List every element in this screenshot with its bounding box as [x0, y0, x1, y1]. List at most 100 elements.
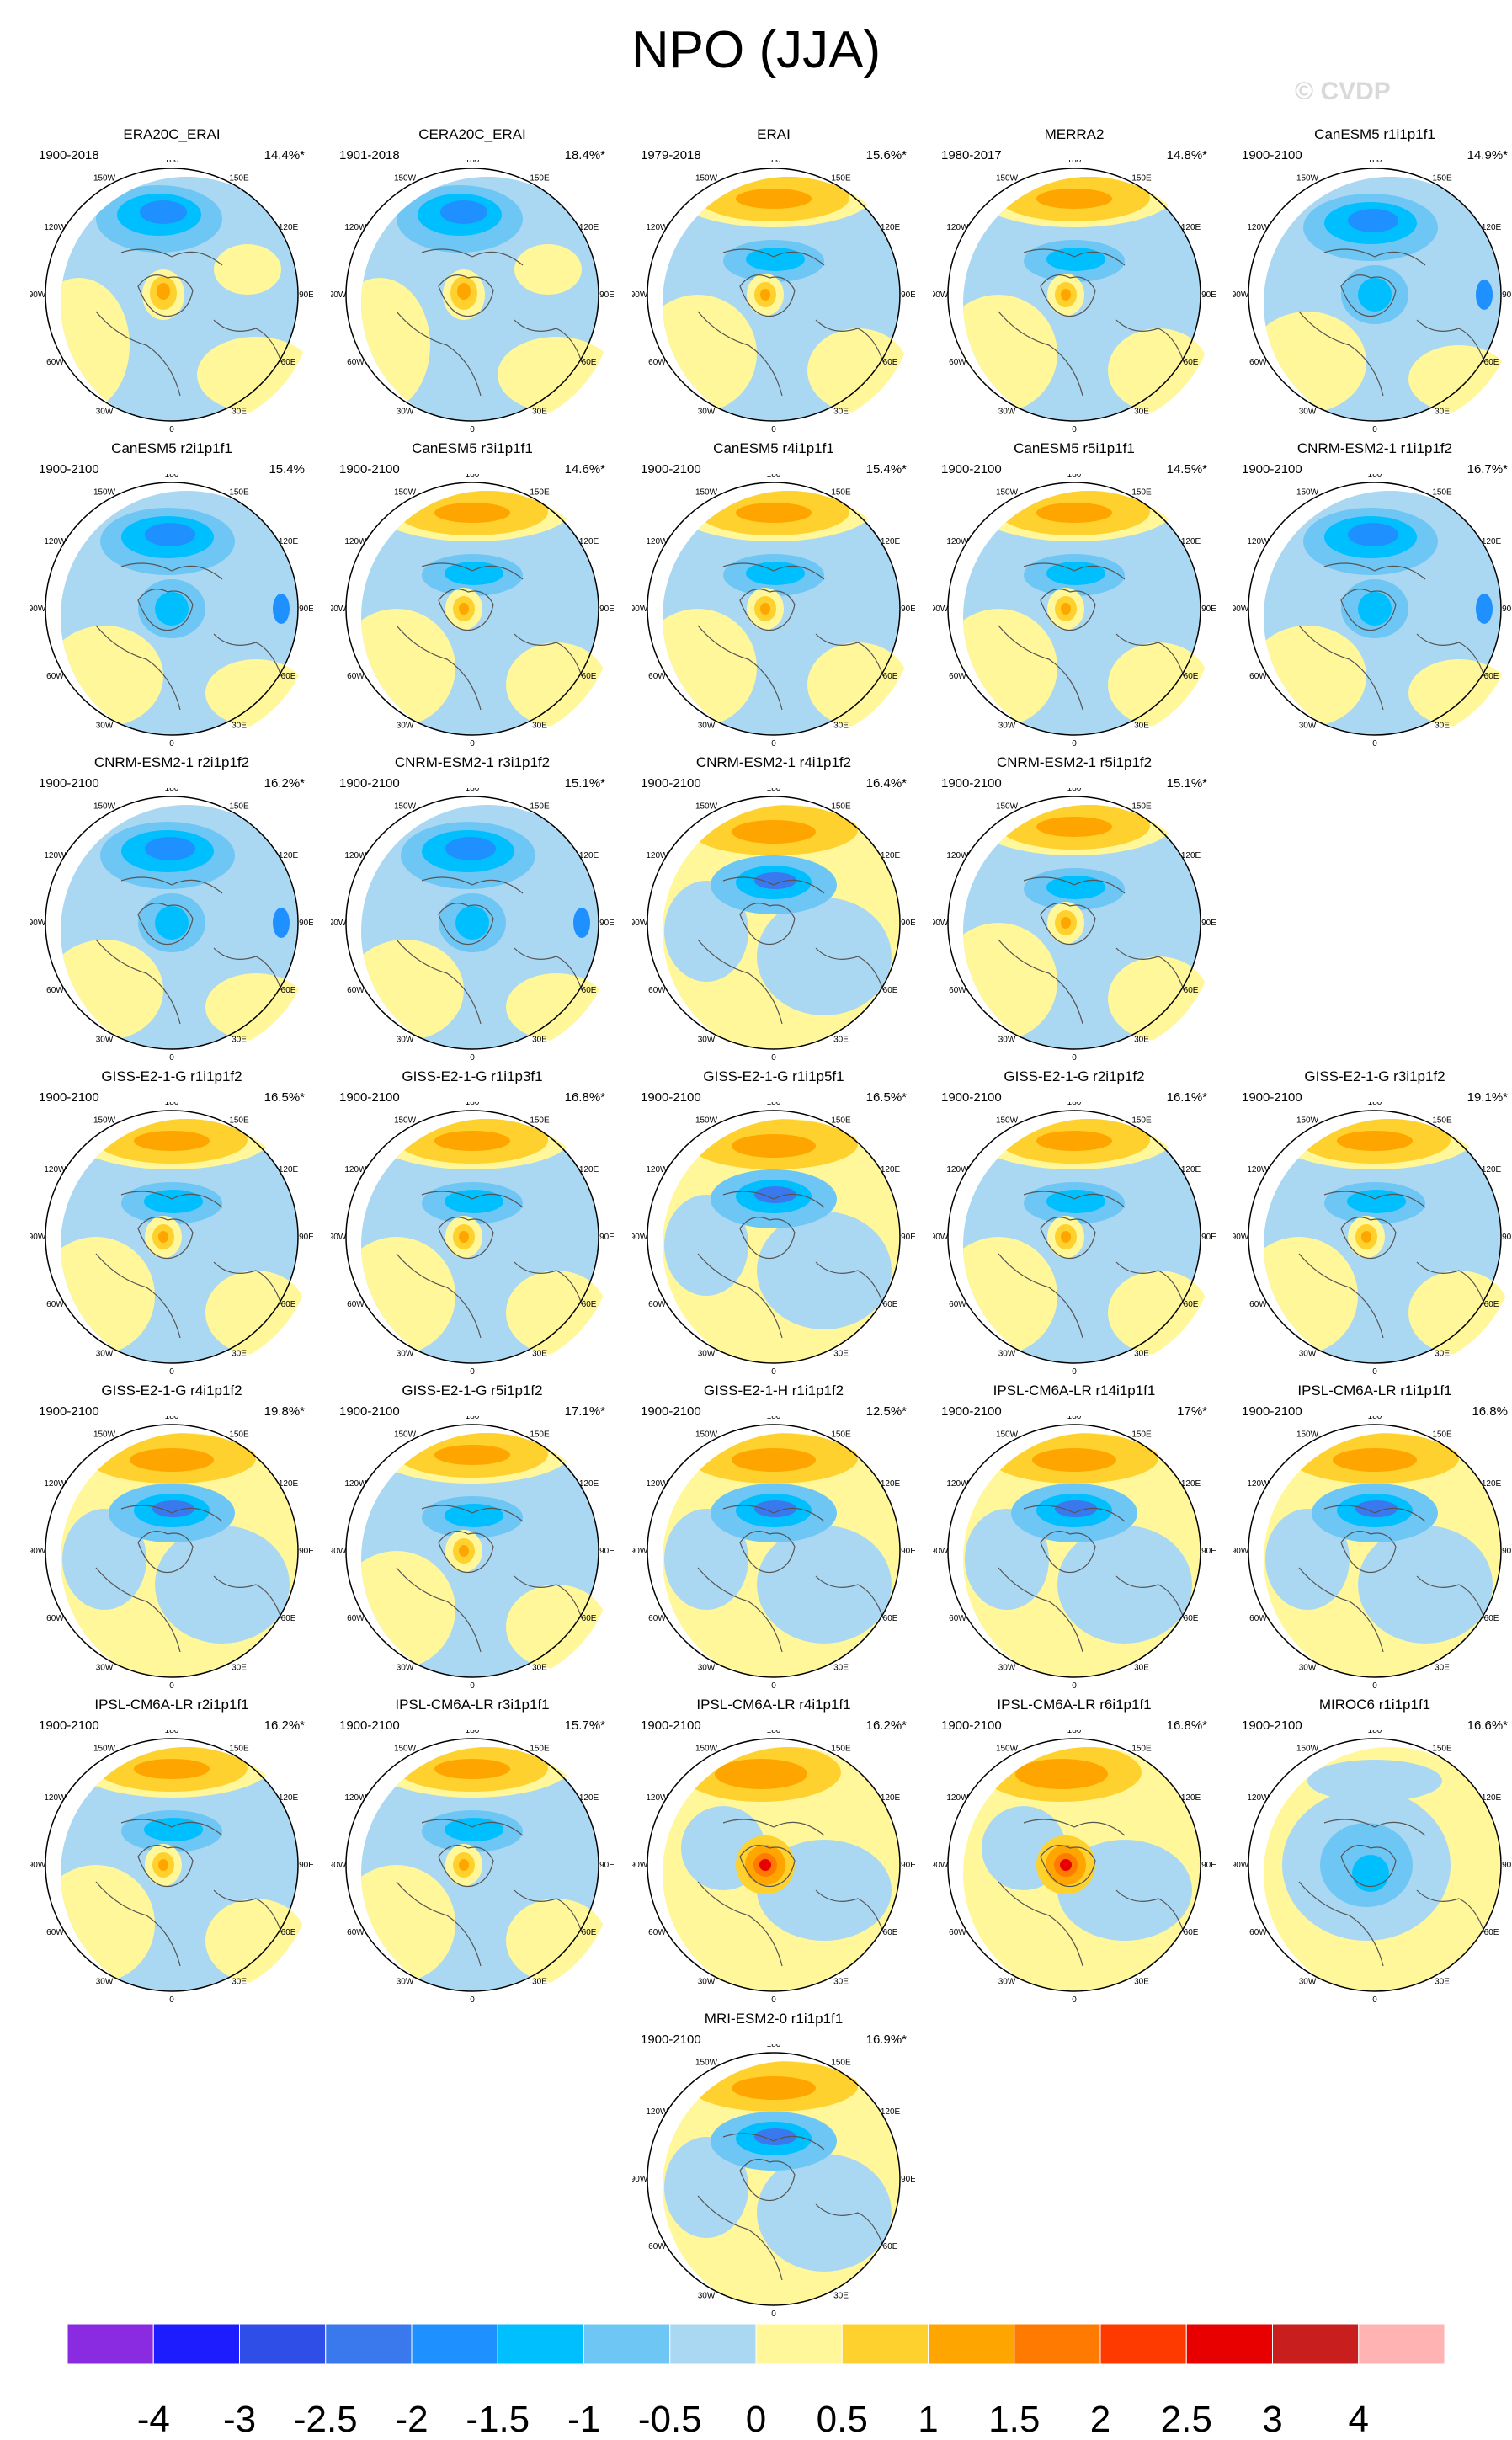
longitude-label: 90W — [632, 919, 648, 928]
panel-title: MRI-ESM2-0 r1i1p1f1 — [632, 2011, 915, 2027]
anomaly-contour — [144, 1818, 203, 1841]
longitude-label: 90W — [933, 1233, 949, 1242]
polar-map: 180150W120W90W60W30W030E60E90E120E150E — [933, 1730, 1216, 2008]
longitude-label: 120W — [946, 1165, 969, 1175]
anomaly-contour — [1476, 280, 1493, 310]
longitude-label: 90W — [331, 290, 347, 300]
longitude-label: 30W — [698, 408, 716, 417]
polar-map: 180150W120W90W60W30W030E60E90E120E150E — [632, 1416, 915, 1694]
polar-map: 180150W120W90W60W30W030E60E90E120E150E — [1233, 160, 1512, 438]
longitude-label: 120E — [1181, 537, 1201, 546]
field-layer — [647, 1739, 900, 1991]
anomaly-contour — [639, 295, 757, 413]
anomaly-contour — [940, 295, 1057, 413]
longitude-label: 90E — [299, 1233, 313, 1242]
map-panel: CNRM-ESM2-1 r5i1p1f21900-210015.1%*18015… — [933, 754, 1216, 1066]
longitude-label: 90E — [599, 919, 614, 928]
anomaly-contour — [205, 973, 306, 1041]
longitude-label: 90W — [632, 1233, 648, 1242]
field-layer — [647, 1425, 900, 1677]
panel-title: IPSL-CM6A-LR r14i1p1f1 — [933, 1382, 1216, 1399]
anomaly-contour — [1015, 1759, 1108, 1789]
longitude-label: 120W — [1247, 1165, 1270, 1175]
colorbar-tick-label: -3 — [198, 2401, 282, 2438]
panel-title: CERA20C_ERAI — [331, 126, 614, 143]
longitude-label: 60E — [281, 1614, 296, 1623]
longitude-label: 120W — [44, 537, 67, 546]
longitude-label: 30W — [397, 408, 414, 417]
longitude-label: 30E — [232, 1036, 247, 1045]
panel-title: IPSL-CM6A-LR r3i1p1f1 — [331, 1697, 614, 1713]
anomaly-contour — [445, 1818, 503, 1841]
longitude-label: 150E — [1432, 487, 1452, 497]
polar-map: 180150W120W90W60W30W030E60E90E120E150E — [331, 1416, 614, 1694]
anomaly-contour — [214, 244, 281, 295]
panel-grid: ERA20C_ERAI1900-201814.4%*180150W120W90W… — [0, 0, 1512, 2430]
field-layer — [948, 1425, 1201, 1677]
map-panel: IPSL-CM6A-LR r6i1p1f11900-210016.8%*1801… — [933, 1697, 1216, 2008]
longitude-label: 180 — [1368, 160, 1382, 165]
longitude-label: 60W — [648, 2242, 666, 2251]
longitude-label: 60W — [648, 986, 666, 995]
longitude-label: 150W — [93, 1744, 116, 1753]
map-panel: CNRM-ESM2-1 r2i1p1f21900-210016.2%*18015… — [30, 754, 313, 1066]
longitude-label: 0 — [771, 1053, 776, 1063]
longitude-label: 150W — [394, 487, 417, 497]
colorbar-tick-label: -0.5 — [628, 2401, 712, 2438]
longitude-label: 30W — [1299, 722, 1317, 731]
polar-map: 180150W120W90W60W30W030E60E90E120E150E — [632, 2044, 915, 2322]
anomaly-contour — [1061, 1231, 1071, 1243]
map-panel: MERRA21980-201714.8%*180150W120W90W60W30… — [933, 126, 1216, 438]
longitude-label: 0 — [1372, 1367, 1377, 1377]
longitude-label: 60W — [648, 358, 666, 367]
longitude-label: 90W — [632, 1861, 648, 1870]
longitude-label: 30W — [998, 1664, 1016, 1673]
longitude-label: 90W — [933, 1547, 949, 1556]
longitude-label: 180 — [165, 1730, 179, 1735]
colorbar-swatch — [670, 2324, 756, 2364]
colorbar-swatch — [756, 2324, 842, 2364]
longitude-label: 150W — [695, 487, 718, 497]
anomaly-contour — [144, 1190, 203, 1213]
anomaly-contour — [1046, 876, 1105, 899]
longitude-label: 90W — [30, 1861, 46, 1870]
longitude-label: 150W — [93, 802, 116, 811]
longitude-label: 90E — [299, 919, 313, 928]
anomaly-contour — [459, 1545, 469, 1557]
longitude-label: 150E — [1432, 173, 1452, 183]
anomaly-contour — [434, 1759, 510, 1779]
longitude-label: 0 — [1072, 1681, 1077, 1691]
field-layer — [948, 1739, 1201, 1991]
panel-title: ERAI — [632, 126, 915, 143]
longitude-label: 120E — [279, 1165, 299, 1175]
longitude-label: 60W — [46, 358, 64, 367]
longitude-label: 30E — [532, 1664, 547, 1673]
longitude-label: 0 — [470, 1995, 475, 2005]
longitude-label: 120E — [279, 1793, 299, 1803]
longitude-label: 90E — [599, 1861, 614, 1870]
field-layer — [647, 1111, 900, 1363]
longitude-label: 0 — [169, 425, 174, 434]
longitude-label: 0 — [1372, 425, 1377, 434]
longitude-label: 120W — [44, 1165, 67, 1175]
longitude-label: 150W — [695, 173, 718, 183]
longitude-label: 30E — [833, 1664, 849, 1673]
colorbar-swatch — [326, 2324, 412, 2364]
polar-map: 180150W120W90W60W30W030E60E90E120E150E — [331, 160, 614, 438]
panel-title: CNRM-ESM2-1 r4i1p1f2 — [632, 754, 915, 771]
longitude-label: 150E — [1131, 1116, 1152, 1125]
anomaly-contour — [506, 1271, 607, 1355]
longitude-label: 120E — [881, 223, 901, 232]
longitude-label: 60E — [281, 986, 296, 995]
longitude-label: 120E — [881, 537, 901, 546]
longitude-label: 60E — [1184, 986, 1199, 995]
field-layer — [1248, 1425, 1501, 1677]
longitude-label: 120W — [44, 223, 67, 232]
anomaly-contour — [1032, 1448, 1116, 1472]
longitude-label: 180 — [1067, 788, 1082, 793]
longitude-label: 150E — [229, 1744, 249, 1753]
panel-title: CNRM-ESM2-1 r3i1p1f2 — [331, 754, 614, 771]
panel-title: CNRM-ESM2-1 r2i1p1f2 — [30, 754, 313, 771]
longitude-label: 60E — [1184, 1928, 1199, 1937]
anomaly-contour — [1057, 1526, 1192, 1644]
